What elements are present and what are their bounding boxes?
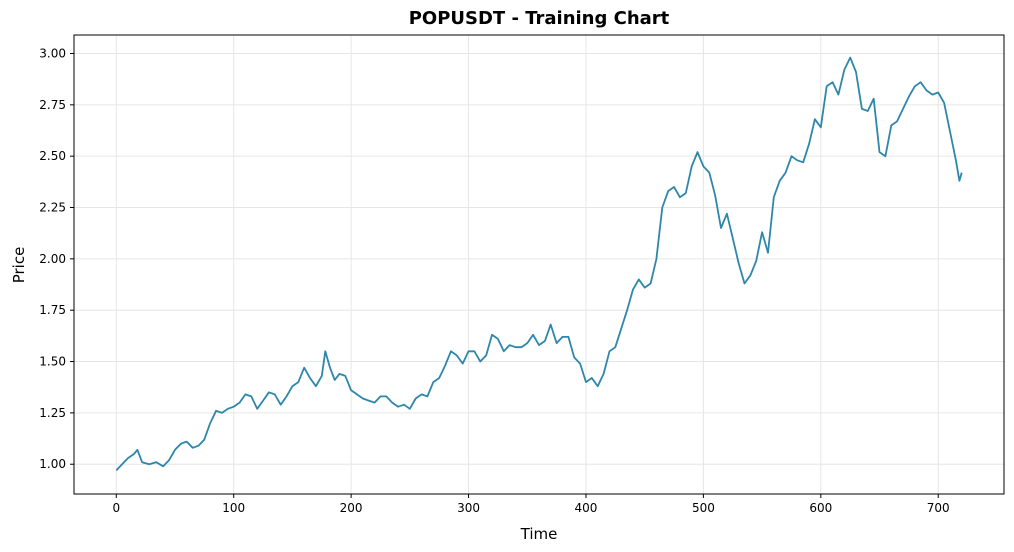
y-tick-label: 1.00 <box>39 457 66 471</box>
plot-frame <box>73 34 1005 495</box>
y-tick-label: 3.00 <box>39 46 66 60</box>
series-layer <box>115 56 963 472</box>
y-tick-label: 2.50 <box>39 149 66 163</box>
x-tick-label: 0 <box>112 501 120 515</box>
ticks: 0 100 200 300 400 500 600 700 1.00 1.25 1.50 1.75 2.… <box>39 46 949 515</box>
x-tick-label: 100 <box>222 501 245 515</box>
x-tick-label: 200 <box>340 501 363 515</box>
x-tick-label: 300 <box>457 501 480 515</box>
grid <box>74 35 1004 494</box>
y-tick-label: 1.50 <box>39 355 66 369</box>
y-tick-label: 2.00 <box>39 252 66 266</box>
x-tick-label: 500 <box>692 501 715 515</box>
chart-title: POPUSDT - Training Chart <box>409 8 670 29</box>
y-tick-label: 1.25 <box>39 406 66 420</box>
y-tick-label: 2.25 <box>39 201 66 215</box>
y-axis-label: Price <box>10 247 28 284</box>
x-tick-label: 600 <box>809 501 832 515</box>
x-tick-label: 400 <box>575 501 598 515</box>
price-series-line <box>115 56 963 472</box>
y-tick-label: 1.75 <box>39 303 66 317</box>
x-tick-label: 700 <box>927 501 950 515</box>
y-tick-label: 2.75 <box>39 98 66 112</box>
x-axis-label: Time <box>520 525 558 543</box>
